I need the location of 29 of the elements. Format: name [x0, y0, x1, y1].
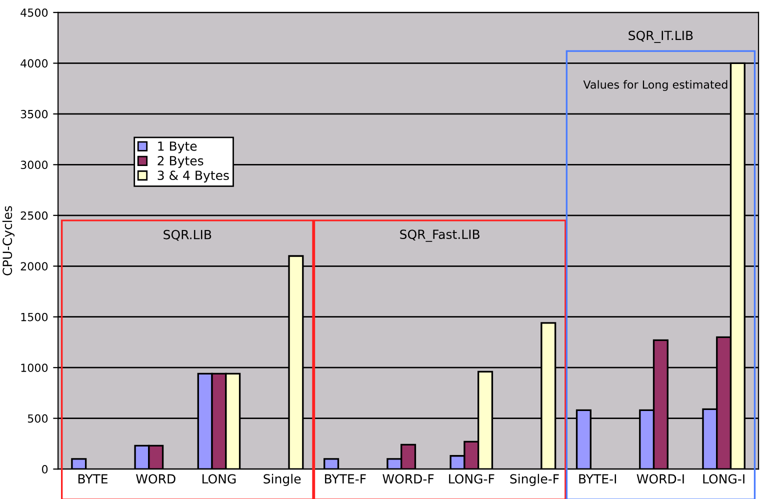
x-tick-label: BYTE-F	[325, 474, 366, 484]
annotation: SQR_IT.LIB	[628, 30, 693, 43]
y-tick-label: 2000	[20, 262, 48, 271]
y-tick-label: 4500	[20, 8, 48, 17]
x-tick-label: WORD	[136, 474, 176, 484]
annotation: SQR_Fast.LIB	[400, 230, 480, 242]
x-tick-label: WORD-I	[636, 474, 684, 484]
x-tick-label: LONG	[202, 474, 236, 484]
legend-label: 1 Byte	[158, 142, 197, 154]
annotation: SQR.LIB	[164, 230, 212, 241]
y-tick-label: 3500	[20, 110, 48, 118]
x-tick-label: BYTE-I	[579, 474, 616, 484]
y-tick-label: 4000	[20, 59, 48, 68]
legend-label: 3 & 4 Bytes	[158, 170, 229, 182]
y-tick-label: 1000	[21, 364, 48, 372]
x-tick-label: Single-F	[510, 474, 559, 486]
x-tick-label: BYTE	[78, 474, 108, 484]
x-tick-label: LONG-I	[703, 474, 744, 484]
annotation: Values for Long estimated	[583, 80, 728, 91]
y-tick-label: 1500	[21, 312, 48, 322]
legend-label: 2 Bytes	[158, 156, 204, 168]
x-tick-label: LONG-F	[449, 474, 494, 484]
y-tick-label: 0	[42, 465, 48, 474]
y-tick-label: 3000	[20, 160, 48, 170]
y-axis-title: CPU-Cycles	[2, 206, 14, 276]
y-tick-label: 2500	[20, 211, 48, 220]
x-tick-label: WORD-F	[382, 474, 434, 484]
x-tick-label: Single	[264, 474, 301, 486]
y-tick-label: 500	[28, 414, 48, 423]
